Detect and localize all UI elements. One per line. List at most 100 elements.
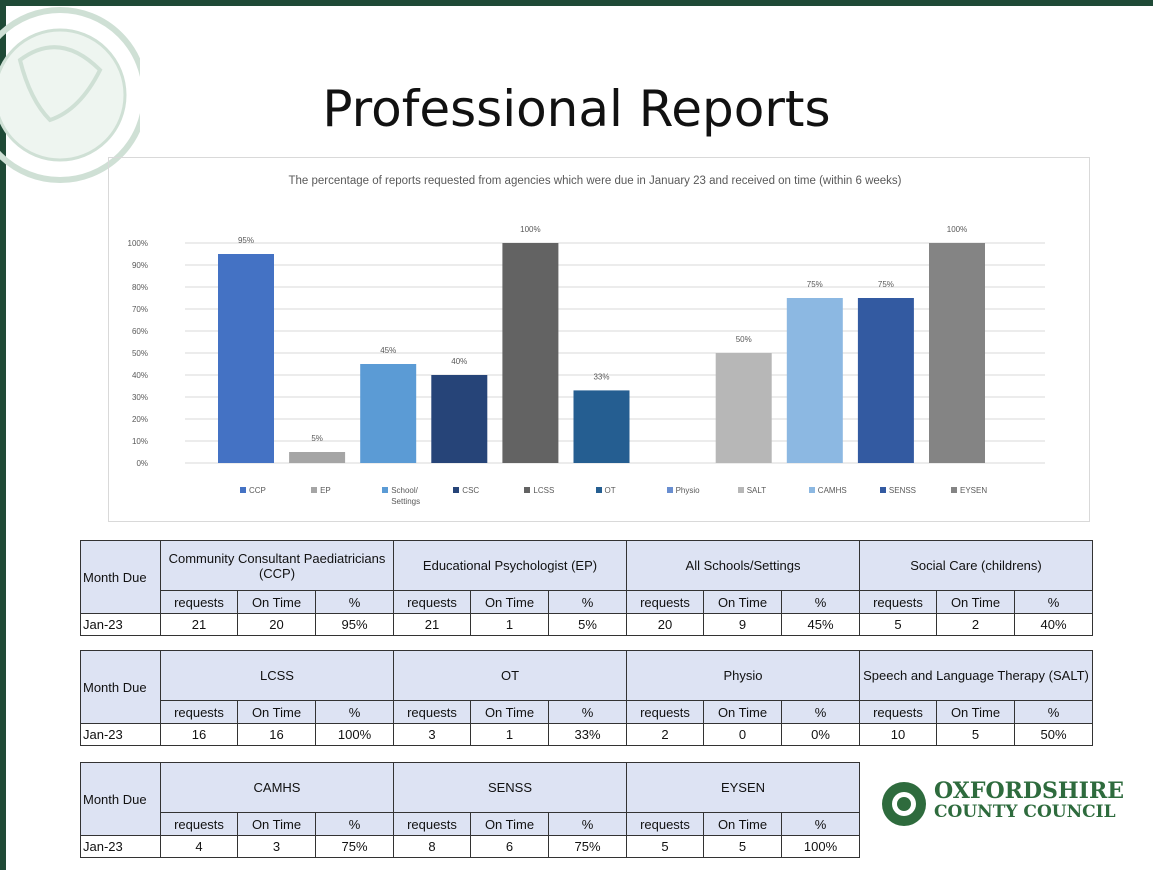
legend-swatch (382, 487, 389, 493)
column-header: % (781, 590, 860, 614)
data-label: 100% (520, 225, 540, 234)
column-header: requests (160, 590, 238, 614)
group-header: LCSS (160, 650, 394, 701)
table-header-row: Month Due Community Consultant Paediatric… (80, 540, 1093, 614)
legend-swatch (240, 487, 246, 493)
table-cell: 100% (781, 835, 860, 858)
column-header: requests (626, 700, 704, 724)
group-header: CAMHS (160, 762, 394, 813)
table-cell: 20 (626, 613, 704, 636)
table-cell: 16 (237, 723, 316, 746)
group-header: Social Care (childrens) (859, 540, 1093, 591)
table-cell: 50% (1014, 723, 1093, 746)
group-header: EYSEN (626, 762, 860, 813)
legend: CCP EP School/ Settings CSC LCSS OT Physio SALT… (0, 485, 1153, 515)
data-label: 75% (807, 280, 823, 289)
table-cell: 6 (470, 835, 549, 858)
row-label: Jan-23 (80, 723, 161, 746)
legend-label: SENSS (888, 486, 917, 495)
column-header: On Time (470, 590, 549, 614)
data-label: 45% (380, 346, 396, 355)
month-header: Month Due (80, 762, 161, 836)
column-header: On Time (936, 700, 1015, 724)
table-cell: 2 (626, 723, 704, 746)
data-table: Month Due CAMHS SENSS EYSEN requests On Time%… (80, 762, 860, 858)
column-header: On Time (470, 700, 549, 724)
legend-label: CCP (249, 486, 266, 495)
bar (360, 364, 417, 463)
table-cell: 3 (393, 723, 471, 746)
group-header: OT (393, 650, 627, 701)
legend-item: SALT (737, 485, 783, 496)
table-cell: 9 (703, 613, 782, 636)
table-data-row: Jan-23 4 3 75% 8 6 75% 5 5 100% (80, 835, 860, 858)
bar (502, 243, 559, 463)
column-header: % (548, 812, 627, 836)
legend-item: EP (311, 485, 356, 496)
column-header: % (781, 700, 860, 724)
y-tick-label: 90% (132, 261, 148, 270)
table-cell: 10 (859, 723, 937, 746)
table-cell: 5 (626, 835, 704, 858)
row-label: Jan-23 (80, 835, 161, 858)
month-header: Month Due (80, 650, 161, 724)
table-cell: 2 (936, 613, 1015, 636)
table-cell: 1 (470, 723, 549, 746)
data-label: 33% (593, 372, 609, 381)
column-header: requests (859, 700, 937, 724)
y-tick-label: 60% (132, 327, 148, 336)
legend-item: School/ Settings (382, 485, 427, 507)
column-header: % (315, 700, 394, 724)
group-header: Community Consultant Paediatricians (CCP… (160, 540, 394, 591)
group-header: All Schools/Settings (626, 540, 860, 591)
column-header: requests (626, 812, 704, 836)
data-label: 40% (451, 357, 467, 366)
table-cell: 45% (781, 613, 860, 636)
chart-frame (108, 157, 1090, 522)
slide-title: Professional Reports (322, 80, 831, 138)
table-cell: 5 (703, 835, 782, 858)
column-header: % (315, 590, 394, 614)
column-header: On Time (703, 700, 782, 724)
group-header: Educational Psychologist (EP) (393, 540, 627, 591)
table-cell: 40% (1014, 613, 1093, 636)
legend-swatch (524, 487, 531, 493)
bar (857, 298, 914, 463)
column-header: requests (160, 700, 238, 724)
legend-label: LCSS (533, 486, 555, 495)
data-label: 95% (238, 236, 254, 245)
table-cell: 4 (160, 835, 238, 858)
column-header: % (315, 812, 394, 836)
legend-item: SENSS (879, 485, 925, 496)
legend-item: LCSS (524, 485, 569, 496)
column-header: requests (859, 590, 937, 614)
legend-swatch (453, 487, 460, 493)
bar (573, 390, 630, 463)
bar (786, 298, 843, 463)
table-cell: 5% (548, 613, 627, 636)
data-table: Month Due Community Consultant Paediatric… (80, 540, 1093, 636)
table-cell: 5 (936, 723, 1015, 746)
legend-label: School/ Settings (391, 486, 421, 506)
chart-title: The percentage of reports requested from… (288, 175, 902, 187)
column-header: On Time (237, 590, 316, 614)
group-header: Physio (626, 650, 860, 701)
column-header: requests (393, 812, 471, 836)
table-subheader-row: requests On Time% requests On Time% requests… (81, 812, 860, 836)
y-tick-label: 10% (132, 437, 148, 446)
table-cell: 33% (548, 723, 627, 746)
y-tick-label: 80% (132, 283, 148, 292)
table-cell: 5 (859, 613, 937, 636)
table-subheader-row: requests On Time% requests On Time% requests… (81, 700, 1093, 724)
table-cell: 1 (470, 613, 549, 636)
data-table: Month Due LCSS OT Physio Speech and Language… (80, 650, 1093, 746)
table-cell: 75% (548, 835, 627, 858)
logo-text: COUNTY COUNCIL (934, 802, 1116, 822)
y-tick-label: 20% (132, 415, 148, 424)
table-cell: 100% (315, 723, 394, 746)
table-cell: 0 (703, 723, 782, 746)
legend-swatch (666, 487, 673, 493)
bar (218, 254, 274, 463)
